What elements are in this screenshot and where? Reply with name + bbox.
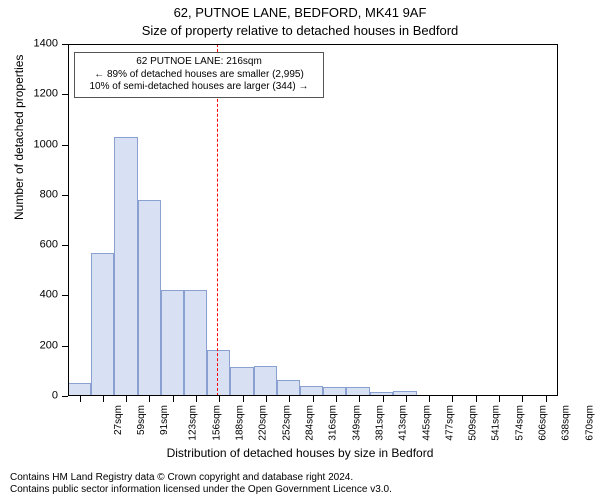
y-tick-label: 0	[18, 391, 58, 402]
title-line-1: 62, PUTNOE LANE, BEDFORD, MK41 9AF	[0, 4, 600, 22]
x-tick-label: 284sqm	[305, 405, 315, 441]
x-tick	[80, 396, 81, 402]
y-tick-label: 600	[18, 240, 58, 251]
x-tick	[103, 396, 104, 402]
x-tick-label: 606sqm	[539, 405, 549, 441]
x-tick-label: 220sqm	[259, 405, 269, 441]
x-tick	[383, 396, 384, 402]
y-tick-label: 800	[18, 189, 58, 200]
x-tick	[476, 396, 477, 402]
y-tick-label: 1400	[18, 39, 58, 50]
x-tick-label: 188sqm	[236, 405, 246, 441]
y-tick-label: 200	[18, 340, 58, 351]
x-tick	[196, 396, 197, 402]
y-tick-label: 1200	[18, 89, 58, 100]
x-tick	[336, 396, 337, 402]
x-tick	[173, 396, 174, 402]
x-tick-label: 509sqm	[469, 405, 479, 441]
x-tick-label: 638sqm	[562, 405, 572, 441]
y-tick-label: 400	[18, 290, 58, 301]
x-tick-label: 413sqm	[399, 405, 409, 441]
x-tick-label: 381sqm	[376, 405, 386, 441]
x-tick-label: 27sqm	[114, 405, 124, 435]
x-tick-label: 91sqm	[160, 405, 170, 435]
x-tick-label: 477sqm	[445, 405, 455, 441]
footer: Contains HM Land Registry data © Crown c…	[10, 472, 392, 496]
x-tick-label: 349sqm	[353, 405, 363, 441]
footer-line-1: Contains HM Land Registry data © Crown c…	[10, 472, 392, 484]
x-axis-title: Distribution of detached houses by size …	[0, 446, 600, 460]
x-tick-label: 541sqm	[492, 405, 502, 441]
x-tick-label: 670sqm	[585, 405, 595, 441]
footer-line-2: Contains public sector information licen…	[10, 484, 392, 496]
x-tick	[452, 396, 453, 402]
y-tick	[62, 396, 68, 397]
page: 62, PUTNOE LANE, BEDFORD, MK41 9AF Size …	[0, 0, 600, 500]
x-tick-label: 123sqm	[189, 405, 199, 441]
x-tick-label: 574sqm	[516, 405, 526, 441]
x-tick	[546, 396, 547, 402]
x-tick	[243, 396, 244, 402]
title-line-2: Size of property relative to detached ho…	[0, 22, 600, 40]
x-tick-label: 316sqm	[329, 405, 339, 441]
x-tick	[219, 396, 220, 402]
plot-area: 0200400600800100012001400 27sqm59sqm91sq…	[68, 44, 558, 396]
x-tick	[149, 396, 150, 402]
plot-border	[68, 44, 558, 396]
y-tick-label: 1000	[18, 139, 58, 150]
chart-title: 62, PUTNOE LANE, BEDFORD, MK41 9AF Size …	[0, 4, 600, 39]
x-tick	[406, 396, 407, 402]
x-tick	[359, 396, 360, 402]
x-tick	[289, 396, 290, 402]
x-tick	[126, 396, 127, 402]
x-tick	[429, 396, 430, 402]
x-tick	[522, 396, 523, 402]
x-tick	[499, 396, 500, 402]
x-tick	[313, 396, 314, 402]
x-tick-label: 252sqm	[282, 405, 292, 441]
x-tick-label: 445sqm	[422, 405, 432, 441]
x-tick	[266, 396, 267, 402]
x-tick-label: 156sqm	[213, 405, 223, 441]
x-tick-label: 59sqm	[137, 405, 147, 435]
